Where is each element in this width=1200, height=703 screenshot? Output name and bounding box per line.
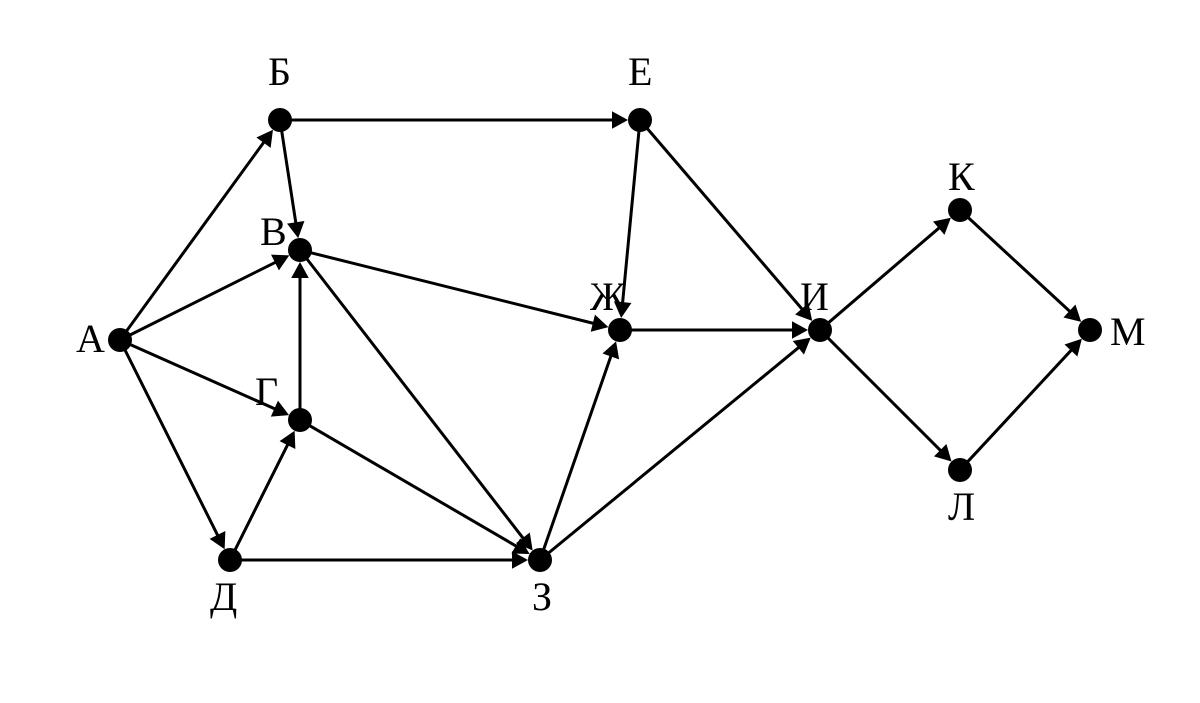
edges-layer — [125, 111, 1081, 569]
edge-A-V — [131, 260, 281, 335]
node-label-V: В — [260, 209, 287, 254]
node-L — [948, 458, 972, 482]
node-D — [218, 548, 242, 572]
arrowhead-Zh-I — [792, 321, 808, 339]
arrowhead-G-V — [291, 262, 309, 278]
node-Z — [528, 548, 552, 572]
node-B — [268, 108, 292, 132]
edge-I-K — [829, 224, 943, 322]
edge-Z-I — [549, 344, 803, 553]
node-label-A: А — [76, 316, 105, 361]
arrowhead-B-E — [612, 111, 628, 129]
node-V — [288, 238, 312, 262]
node-label-D: Д — [210, 574, 237, 619]
node-Zh — [608, 318, 632, 342]
edge-D-G — [235, 439, 290, 549]
node-label-Z: З — [532, 574, 552, 619]
node-label-G: Г — [255, 369, 278, 414]
node-G — [288, 408, 312, 432]
node-label-Zh: Ж — [590, 274, 626, 319]
edge-V-Zh — [312, 253, 599, 325]
node-I — [808, 318, 832, 342]
node-label-E: Е — [628, 49, 652, 94]
node-label-B: Б — [268, 49, 291, 94]
edge-I-L — [828, 338, 944, 454]
directed-graph: А Б В Г Д Е Ж З И К Л М — [0, 0, 1200, 703]
edge-G-Z — [310, 426, 521, 549]
edge-K-M — [969, 218, 1074, 315]
node-label-K: К — [948, 154, 975, 199]
edge-Z-Zh — [544, 350, 613, 548]
edge-V-Z — [307, 259, 526, 542]
node-label-M: М — [1110, 309, 1146, 354]
node-K — [948, 198, 972, 222]
edge-L-M — [968, 346, 1075, 461]
node-label-L: Л — [948, 484, 975, 529]
node-A — [108, 328, 132, 352]
edge-E-I — [648, 129, 806, 313]
node-label-I: И — [800, 274, 829, 319]
arrowhead-A-B — [256, 130, 273, 148]
node-M — [1078, 318, 1102, 342]
arrowhead-B-V — [287, 221, 304, 238]
node-E — [628, 108, 652, 132]
